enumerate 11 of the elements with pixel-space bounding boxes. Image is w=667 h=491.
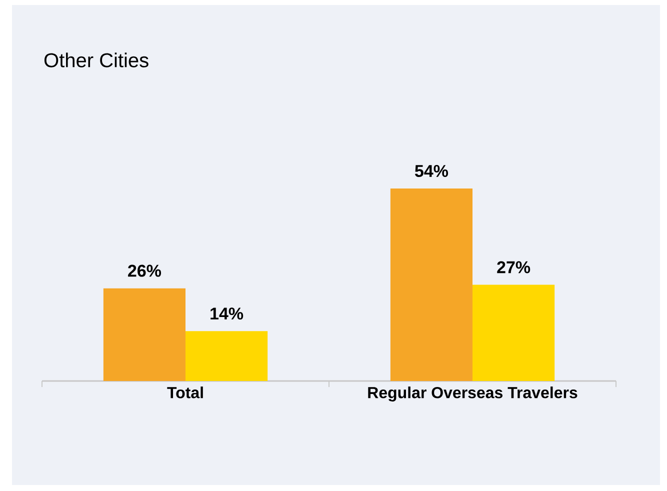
data-label: 26% [128, 264, 162, 277]
chart-title: Other Cities [44, 52, 148, 68]
bar [103, 288, 186, 381]
bar [390, 188, 473, 381]
data-label: 27% [497, 261, 530, 274]
data-label: 14% [210, 308, 244, 320]
x-tick-label: Regular Overseas Travelers [368, 386, 578, 402]
data-label: 54% [414, 165, 448, 178]
bar [472, 284, 555, 381]
x-tick-label: Total [167, 386, 203, 398]
bar [186, 331, 268, 381]
